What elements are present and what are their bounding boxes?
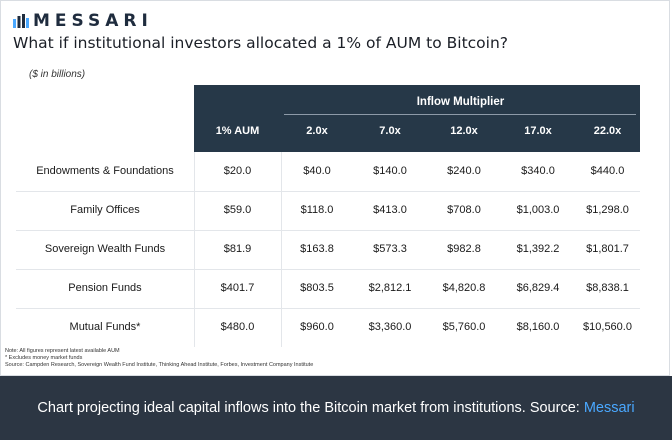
table-row: Mutual Funds* $480.0 $960.0 $3,360.0 $5,… (16, 308, 640, 347)
table-cell: $982.8 (447, 243, 481, 255)
row-label: Mutual Funds* (69, 321, 141, 333)
footnote-note: Note: All figures represent latest avail… (5, 348, 120, 354)
page-title: What if institutional investors allocate… (13, 34, 509, 52)
table-cell: $573.3 (373, 243, 407, 255)
table-cell: $1,392.2 (516, 243, 560, 255)
table-cell: $10,560.0 (583, 321, 632, 333)
table-cell: $413.0 (373, 204, 407, 216)
table-cell: $8,160.0 (516, 321, 560, 333)
table-cell: $1,298.0 (586, 204, 629, 216)
row-label: Sovereign Wealth Funds (44, 243, 166, 255)
row-divider (16, 308, 640, 309)
brand-name: MESSARI (33, 11, 153, 31)
table-row: Endowments & Foundations $20.0 $40.0 $14… (16, 152, 640, 191)
table-cell: $2,812.1 (368, 282, 412, 294)
table-cell: $6,829.4 (516, 282, 560, 294)
column-header: 1% AUM (215, 125, 260, 137)
table-cell: $1,801.7 (586, 243, 629, 255)
table-row: Sovereign Wealth Funds $81.9 $163.8 $573… (16, 230, 640, 269)
table-cell: $708.0 (447, 204, 481, 216)
column-divider (194, 152, 195, 347)
row-label: Family Offices (70, 204, 140, 216)
table-cell: $480.0 (220, 321, 255, 333)
table-cell: $340.0 (521, 165, 555, 177)
group-header: Inflow Multiplier (416, 96, 505, 108)
footnote-source: Source: Campden Research, Sovereign Weal… (5, 362, 314, 368)
messari-logo-icon (13, 14, 29, 28)
units-note: ($ in billions) (29, 69, 86, 80)
table-row: Pension Funds $401.7 $803.5 $2,812.1 $4,… (16, 269, 640, 308)
table-cell: $118.0 (300, 204, 334, 216)
row-divider (16, 269, 640, 270)
table-cell: $3,360.0 (368, 321, 412, 333)
column-divider (281, 152, 282, 347)
column-header: 7.0x (379, 125, 401, 137)
row-divider (16, 191, 640, 192)
brand-logo: MESSARI (13, 11, 153, 31)
table-cell: $4,820.8 (442, 282, 486, 294)
row-divider (16, 230, 640, 231)
column-header: 22.0x (593, 125, 622, 137)
caption-source-link[interactable]: Messari (583, 400, 635, 416)
chart-image-frame: MESSARI What if institutional investors … (0, 0, 670, 376)
table-cell: $40.0 (303, 165, 331, 177)
table-cell: $401.7 (220, 282, 255, 294)
table-header-blank (16, 85, 194, 152)
row-label: Pension Funds (68, 282, 142, 294)
footnote-exclusion: * Excludes money market funds (5, 355, 83, 361)
table-cell: $140.0 (373, 165, 407, 177)
column-header: 12.0x (450, 125, 478, 137)
table-cell: $59.0 (223, 204, 252, 216)
image-caption: Chart projecting ideal capital inflows i… (0, 376, 672, 440)
table-cell: $20.0 (223, 165, 252, 177)
table-cell: $960.0 (300, 321, 334, 333)
table-cell: $163.8 (300, 243, 334, 255)
table-cell: $8,838.1 (586, 282, 629, 294)
table-cell: $1,003.0 (516, 204, 560, 216)
table-header-aum-cell (194, 85, 281, 152)
column-header: 17.0x (524, 125, 552, 137)
footnotes: Note: All figures represent latest avail… (5, 348, 313, 369)
table-cell: $5,760.0 (442, 321, 486, 333)
inflow-table: Inflow Multiplier 1% AUM 2.0x 7.0x 12.0x… (16, 85, 640, 347)
row-label: Endowments & Foundations (36, 165, 174, 177)
group-header-rule (284, 114, 636, 115)
table-cell: $803.5 (300, 282, 334, 294)
column-header: 2.0x (306, 125, 328, 137)
table-cell: $81.9 (223, 243, 252, 255)
table-row: Family Offices $59.0 $118.0 $413.0 $708.… (16, 191, 640, 230)
caption-text: Chart projecting ideal capital inflows i… (37, 400, 584, 416)
table-cell: $440.0 (590, 165, 625, 177)
table-cell: $240.0 (447, 165, 481, 177)
